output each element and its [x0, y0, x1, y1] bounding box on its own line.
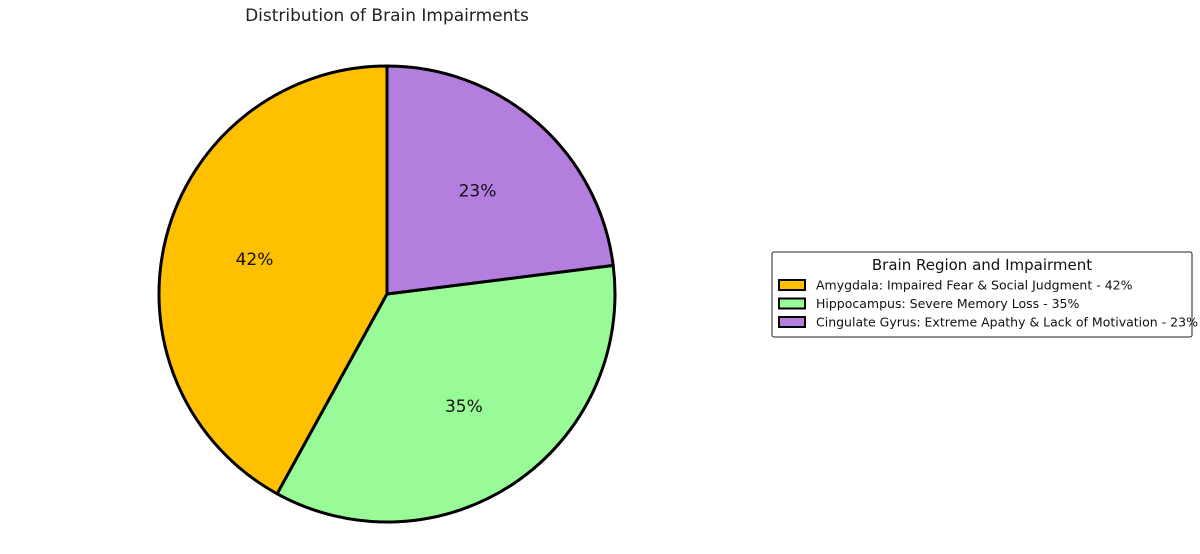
legend-swatch-0	[778, 279, 806, 291]
legend-items: Amygdala: Impaired Fear & Social Judgmen…	[778, 278, 1198, 330]
slice-value-label-0: 42%	[236, 250, 274, 270]
legend-label-1: Hippocampus: Severe Memory Loss - 35%	[816, 296, 1079, 311]
pie-slice-2	[385, 64, 615, 296]
legend: Brain Region and Impairment Amygdala: Im…	[771, 251, 1198, 338]
legend-label-2: Cingulate Gyrus: Extreme Apathy & Lack o…	[816, 315, 1198, 330]
slice-value-label-1: 35%	[445, 397, 483, 417]
legend-swatch-2	[778, 316, 806, 328]
pie-slice-labels: 42% 35% 23%	[236, 181, 497, 417]
pie-slices	[157, 64, 617, 524]
chart-title: Distribution of Brain Impairments	[245, 6, 529, 26]
legend-box	[771, 251, 1193, 338]
pie-slice-0	[157, 64, 389, 496]
legend-title: Brain Region and Impairment	[872, 256, 1092, 274]
legend-label-0: Amygdala: Impaired Fear & Social Judgmen…	[816, 278, 1133, 293]
pie-slice-1	[275, 263, 617, 524]
legend-swatch-1	[778, 297, 806, 310]
slice-value-label-2: 23%	[459, 181, 497, 201]
